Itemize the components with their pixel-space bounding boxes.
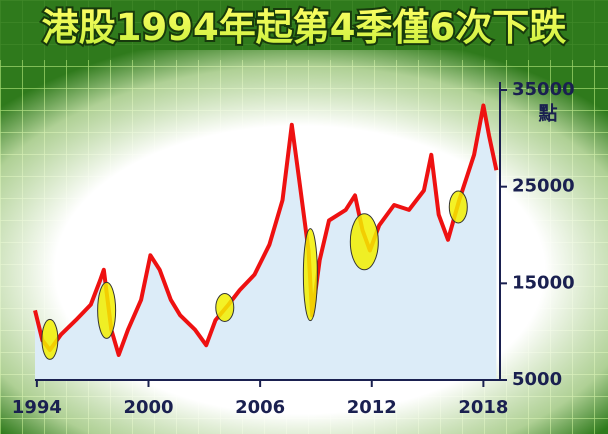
x-tick-label: 2006	[235, 397, 285, 418]
x-tick-label: 2018	[458, 397, 508, 418]
x-tick-label: 1994	[12, 397, 62, 418]
y-tick-label: 35000	[512, 79, 575, 100]
x-tick-label: 2000	[123, 397, 173, 418]
highlight	[349, 213, 379, 271]
highlight	[215, 293, 235, 322]
highlight	[41, 318, 59, 360]
area	[35, 105, 497, 380]
chart-title: 港股1994年起第4季僅6次下跌	[42, 6, 566, 49]
highlight	[448, 190, 468, 224]
highlight	[302, 228, 318, 322]
y-axis-label: 點	[537, 102, 557, 125]
y-tick-label: 15000	[512, 272, 575, 293]
y-tick-label: 25000	[512, 176, 575, 197]
x-tick-label: 2012	[347, 397, 397, 418]
highlight	[97, 281, 117, 339]
y-tick-label: 5000	[512, 369, 562, 390]
